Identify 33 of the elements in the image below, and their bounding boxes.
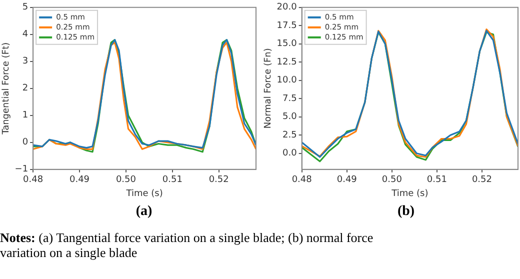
y-tick-label: 4: [22, 30, 28, 40]
x-tick-label: 0.50: [382, 175, 402, 186]
y-axis-title: Tangential Force (Ft): [2, 42, 12, 136]
y-tick-label: 12.5: [276, 57, 297, 68]
y-tick-label: 5.0: [282, 112, 298, 122]
y-tick-label: 10.0: [276, 76, 298, 86]
x-tick-label: 0.49: [69, 175, 90, 186]
y-tick-label: 2: [22, 84, 28, 94]
text: Notes: (a) Tangential force variation on a single blade; (b) normal force variation on a single blade: [0, 230, 374, 260]
y-tick-label: 17.5: [276, 20, 297, 31]
x-axis-title: Time (s): [125, 188, 163, 199]
x-axis-title: Time (s): [390, 188, 428, 199]
y-tick-label: 0.0: [282, 148, 298, 159]
x-tick-label: 0.50: [116, 175, 136, 186]
y-tick-label: −1: [14, 164, 28, 175]
text: (b): [396, 204, 416, 220]
text: (a): [134, 204, 154, 220]
x-tick-label: 0.51: [426, 175, 447, 186]
y-tick-label: 1: [22, 110, 28, 121]
x-tick-label: 0.48: [23, 175, 44, 186]
y-tick-label: 5: [22, 2, 28, 13]
x-tick-label: 0.52: [208, 175, 229, 186]
y-tick-label: 15.0: [276, 39, 298, 50]
y-tick-label: 20.0: [276, 2, 298, 13]
y-tick-label: 2.5: [282, 130, 297, 140]
x-tick-label: 0.52: [472, 175, 492, 186]
y-tick-label: 3: [22, 56, 28, 67]
x-tick-label: 0.51: [162, 175, 182, 186]
y-axis-title: Normal Force (Fn): [264, 48, 274, 129]
y-tick-label: 0: [22, 138, 28, 148]
x-tick-label: 0.49: [336, 175, 358, 186]
x-tick-label: 0.48: [292, 175, 312, 186]
y-tick-label: 7.5: [282, 94, 297, 104]
